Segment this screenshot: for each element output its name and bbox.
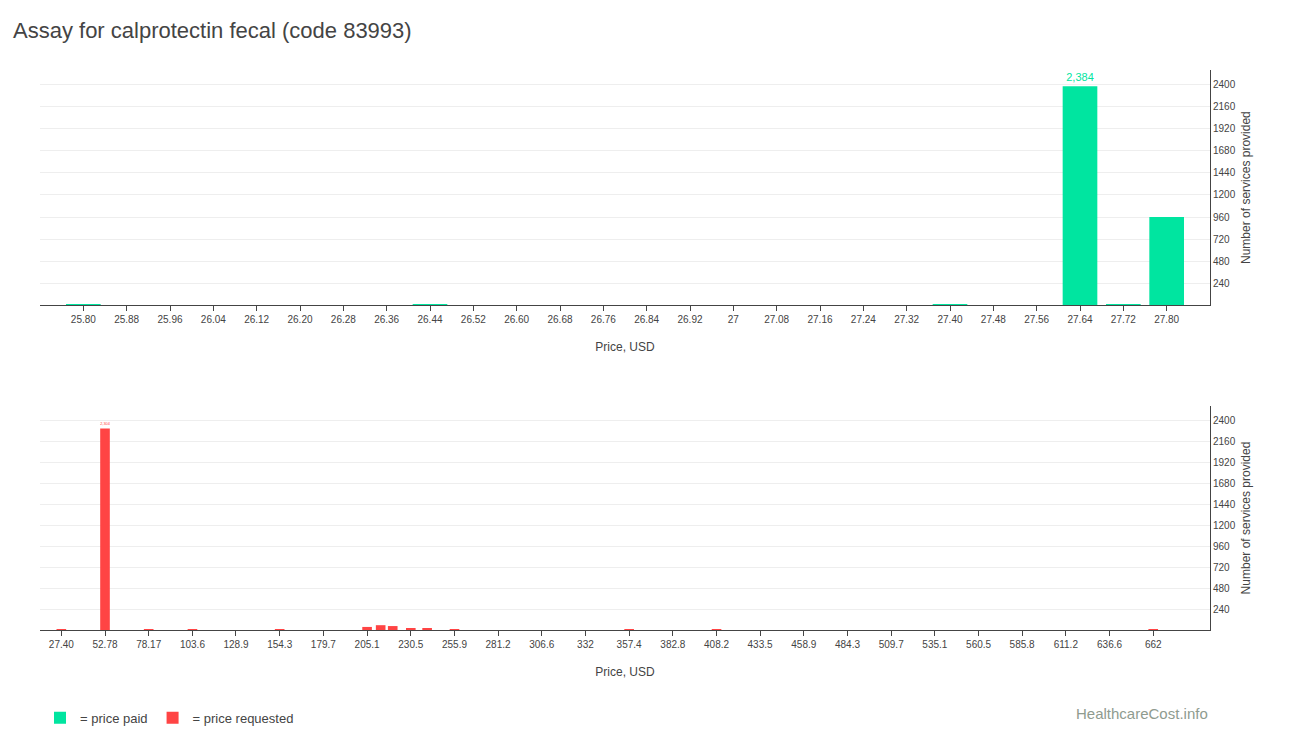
svg-text:662: 662 (1145, 639, 1162, 650)
svg-text:27.40: 27.40 (937, 314, 962, 325)
svg-text:25.96: 25.96 (157, 314, 182, 325)
svg-text:1440: 1440 (1213, 167, 1236, 178)
svg-text:27.32: 27.32 (894, 314, 919, 325)
svg-text:1920: 1920 (1213, 123, 1236, 134)
svg-text:240: 240 (1213, 278, 1230, 289)
svg-text:509.7: 509.7 (879, 639, 904, 650)
svg-text:2160: 2160 (1213, 101, 1236, 112)
svg-text:535.1: 535.1 (922, 639, 947, 650)
svg-text:26.92: 26.92 (677, 314, 702, 325)
svg-text:484.3: 484.3 (835, 639, 860, 650)
svg-text:720: 720 (1213, 234, 1230, 245)
svg-text:585.8: 585.8 (1010, 639, 1035, 650)
svg-text:27.24: 27.24 (851, 314, 876, 325)
svg-text:2400: 2400 (1213, 79, 1236, 90)
svg-text:HealthcareCost.info: HealthcareCost.info (1076, 705, 1208, 722)
svg-text:332: 332 (577, 639, 594, 650)
svg-text:408.2: 408.2 (704, 639, 729, 650)
svg-text:960: 960 (1213, 541, 1230, 552)
svg-text:27.72: 27.72 (1111, 314, 1136, 325)
svg-text:154.3: 154.3 (267, 639, 292, 650)
svg-text:636.6: 636.6 (1097, 639, 1122, 650)
svg-text:25.88: 25.88 (114, 314, 139, 325)
svg-text:26.68: 26.68 (547, 314, 572, 325)
svg-text:1920: 1920 (1213, 457, 1236, 468)
svg-text:27: 27 (728, 314, 740, 325)
svg-text:52.78: 52.78 (92, 639, 117, 650)
svg-text:Price, USD: Price, USD (595, 340, 655, 354)
svg-text:240: 240 (1213, 604, 1230, 615)
svg-text:= price requested: = price requested (193, 711, 294, 726)
svg-text:103.6: 103.6 (180, 639, 205, 650)
svg-text:480: 480 (1213, 583, 1230, 594)
svg-text:27.40: 27.40 (49, 639, 74, 650)
svg-text:27.08: 27.08 (764, 314, 789, 325)
svg-text:26.60: 26.60 (504, 314, 529, 325)
svg-text:2160: 2160 (1213, 436, 1236, 447)
svg-text:357.4: 357.4 (617, 639, 642, 650)
svg-text:Price, USD: Price, USD (595, 665, 655, 679)
svg-text:205.1: 205.1 (355, 639, 380, 650)
svg-text:27.56: 27.56 (1024, 314, 1049, 325)
svg-text:26.84: 26.84 (634, 314, 659, 325)
svg-text:26.28: 26.28 (331, 314, 356, 325)
svg-text:26.52: 26.52 (461, 314, 486, 325)
svg-text:1200: 1200 (1213, 520, 1236, 531)
svg-text:382.8: 382.8 (660, 639, 685, 650)
svg-text:2,304: 2,304 (100, 422, 110, 426)
svg-text:128.9: 128.9 (223, 639, 248, 650)
svg-text:27.48: 27.48 (981, 314, 1006, 325)
svg-text:230.5: 230.5 (398, 639, 423, 650)
svg-text:2400: 2400 (1213, 415, 1236, 426)
svg-text:27.80: 27.80 (1154, 314, 1179, 325)
svg-text:720: 720 (1213, 562, 1230, 573)
svg-text:26.20: 26.20 (287, 314, 312, 325)
svg-text:26.04: 26.04 (201, 314, 226, 325)
svg-text:1680: 1680 (1213, 145, 1236, 156)
svg-text:25.80: 25.80 (71, 314, 96, 325)
svg-text:960: 960 (1213, 212, 1230, 223)
svg-text:2,384: 2,384 (1066, 71, 1094, 83)
svg-text:433.5: 433.5 (748, 639, 773, 650)
svg-text:560.5: 560.5 (966, 639, 991, 650)
svg-text:1680: 1680 (1213, 478, 1236, 489)
svg-text:= price paid: = price paid (80, 711, 148, 726)
svg-text:27.16: 27.16 (807, 314, 832, 325)
svg-text:Assay for calprotectin fecal (: Assay for calprotectin fecal (code 83993… (13, 18, 412, 43)
svg-text:458.9: 458.9 (791, 639, 816, 650)
svg-text:255.9: 255.9 (442, 639, 467, 650)
svg-text:26.36: 26.36 (374, 314, 399, 325)
svg-text:179.7: 179.7 (311, 639, 336, 650)
svg-text:Number of services provided: Number of services provided (1239, 442, 1253, 595)
svg-text:26.12: 26.12 (244, 314, 269, 325)
svg-text:27.64: 27.64 (1067, 314, 1092, 325)
svg-text:Number of services provided: Number of services provided (1239, 111, 1253, 264)
svg-text:1200: 1200 (1213, 189, 1236, 200)
svg-text:78.17: 78.17 (136, 639, 161, 650)
svg-text:1440: 1440 (1213, 499, 1236, 510)
svg-text:281.2: 281.2 (486, 639, 511, 650)
svg-text:611.2: 611.2 (1054, 639, 1079, 650)
svg-text:306.6: 306.6 (529, 639, 554, 650)
svg-text:26.44: 26.44 (417, 314, 442, 325)
svg-text:480: 480 (1213, 256, 1230, 267)
svg-text:26.76: 26.76 (591, 314, 616, 325)
